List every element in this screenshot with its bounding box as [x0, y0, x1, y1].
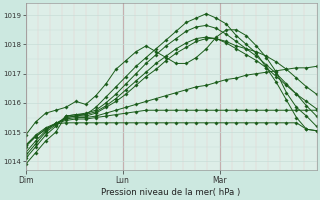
- X-axis label: Pression niveau de la mer( hPa ): Pression niveau de la mer( hPa ): [101, 188, 241, 197]
